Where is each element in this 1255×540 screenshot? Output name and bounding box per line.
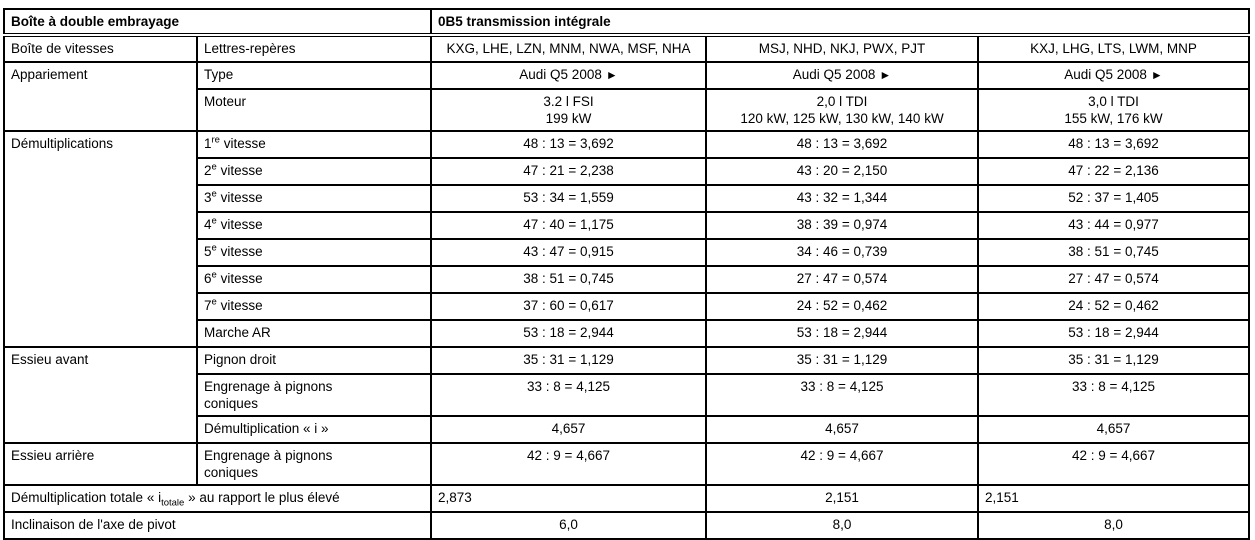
gearbox-label: Boîte de vitesses [3, 34, 198, 63]
ordinal-suffix: e [211, 242, 217, 254]
rear-axle-label: Essieu arrière [3, 442, 198, 486]
type-text: Audi Q5 2008 [792, 67, 876, 82]
gear-label: 5e vitesse [195, 238, 433, 267]
front-axle-value: 33 : 8 = 4,125 [430, 373, 708, 417]
front-axle-value: 35 : 31 = 1,129 [430, 346, 708, 375]
ordinal-suffix: e [211, 161, 217, 173]
gear-ratio-value: 43 : 32 = 1,344 [705, 184, 980, 213]
front-axle-value: 33 : 8 = 4,125 [705, 373, 980, 417]
ordinal-suffix: e [211, 269, 217, 281]
letter-codes-value-2: MSJ, NHD, NKJ, PWX, PJT [705, 34, 980, 63]
front-axle-row-label: Pignon droit [195, 346, 433, 375]
pivot-angle-value-1: 6,0 [430, 511, 708, 540]
gear-ratio-value: 52 : 37 = 1,405 [977, 184, 1251, 213]
gear-ratio-value: 53 : 34 = 1,559 [430, 184, 708, 213]
ordinal-suffix: re [211, 134, 220, 146]
gear-label: 4e vitesse [195, 211, 433, 240]
type-text: Audi Q5 2008 [1064, 67, 1147, 82]
engine-value-1: 3.2 l FSI 199 kW [430, 88, 708, 132]
front-axle-value: 35 : 31 = 1,129 [705, 346, 980, 375]
arrow-right-icon: ► [879, 68, 892, 82]
gear-ratio-value: 27 : 47 = 0,574 [705, 265, 980, 294]
gear-ratio-value: 53 : 18 = 2,944 [977, 319, 1251, 348]
front-axle-value: 35 : 31 = 1,129 [977, 346, 1251, 375]
rear-axle-row-label: Engrenage à pignons coniques [195, 442, 433, 486]
gear-label: 7e vitesse [195, 292, 433, 321]
front-axle-row-label: Engrenage à pignons coniques [195, 373, 433, 417]
engine-value-2: 2,0 l TDI 120 kW, 125 kW, 130 kW, 140 kW [705, 88, 980, 132]
gear-ratio-value: 43 : 44 = 0,977 [977, 211, 1251, 240]
rear-axle-value: 42 : 9 = 4,667 [705, 442, 980, 486]
gear-ratio-value: 24 : 52 = 0,462 [977, 292, 1251, 321]
ordinal-suffix: e [211, 215, 217, 227]
engine-line2: 155 kW, 176 kW [1064, 111, 1163, 126]
engine-label: Moteur [195, 88, 433, 132]
pivot-angle-value-2: 8,0 [705, 511, 980, 540]
gear-ratio-value: 37 : 60 = 0,617 [430, 292, 708, 321]
arrow-right-icon: ► [1150, 68, 1163, 82]
rear-axle-value: 42 : 9 = 4,667 [977, 442, 1251, 486]
gear-ratio-value: 34 : 46 = 0,739 [705, 238, 980, 267]
subscript-totale: totale [161, 497, 185, 509]
engine-line2: 199 kW [545, 111, 592, 126]
gear-ratio-value: 43 : 20 = 2,150 [705, 157, 980, 186]
gear-ratio-value: 47 : 40 = 1,175 [430, 211, 708, 240]
gear-ratio-value: 38 : 39 = 0,974 [705, 211, 980, 240]
gear-label: 6e vitesse [195, 265, 433, 294]
total-ratio-value-3: 2,151 [977, 484, 1251, 513]
pivot-angle-label: Inclinaison de l'axe de pivot [2, 511, 433, 540]
gear-ratio-value: 53 : 18 = 2,944 [430, 319, 708, 348]
gear-ratio-value: 47 : 22 = 2,136 [977, 157, 1251, 186]
engine-line1: 3.2 l FSI [543, 94, 594, 109]
total-ratio-value-2: 2,151 [705, 484, 980, 513]
gear-ratio-value: 38 : 51 = 0,745 [430, 265, 708, 294]
arrow-right-icon: ► [605, 68, 618, 82]
type-value-1: Audi Q5 2008 ► [430, 61, 708, 90]
transmission-spec-table: Boîte à double embrayage 0B5 transmissio… [2, 8, 1251, 540]
gear-label: 3e vitesse [195, 184, 433, 213]
gear-ratio-value: 38 : 51 = 0,745 [977, 238, 1251, 267]
gear-label-reverse: Marche AR [195, 319, 433, 348]
front-axle-value: 4,657 [430, 415, 708, 444]
type-value-2: Audi Q5 2008 ► [705, 61, 980, 90]
gear-ratio-value: 47 : 21 = 2,238 [430, 157, 708, 186]
table-title-right: 0B5 transmission intégrale [430, 8, 1251, 37]
gear-ratio-value: 48 : 13 = 3,692 [977, 130, 1251, 159]
gear-ratio-value: 48 : 13 = 3,692 [705, 130, 980, 159]
total-ratio-value-1: 2,873 [430, 484, 708, 513]
letter-codes-label: Lettres-repères [195, 34, 433, 63]
gear-ratio-value: 24 : 52 = 0,462 [705, 292, 980, 321]
gear-ratio-value: 48 : 13 = 3,692 [430, 130, 708, 159]
type-label: Type [195, 61, 433, 90]
gear-ratio-value: 27 : 47 = 0,574 [977, 265, 1251, 294]
ordinal-suffix: e [211, 188, 217, 200]
gear-label: 1re vitesse [195, 130, 433, 159]
front-axle-value: 4,657 [977, 415, 1251, 444]
type-text: Audi Q5 2008 [519, 67, 602, 82]
gear-label: 2e vitesse [195, 157, 433, 186]
pivot-angle-value-3: 8,0 [977, 511, 1251, 540]
total-ratio-label: Démultiplication totale « itotale » au r… [2, 484, 433, 513]
ordinal-suffix: e [211, 296, 217, 308]
engine-line1: 2,0 l TDI [816, 94, 868, 109]
table-title-left: Boîte à double embrayage [2, 8, 433, 37]
letter-codes-value-1: KXG, LHE, LZN, MNM, NWA, MSF, NHA [430, 34, 708, 63]
engine-line1: 3,0 l TDI [1088, 94, 1139, 109]
engine-line2: 120 kW, 125 kW, 130 kW, 140 kW [740, 111, 944, 126]
gear-ratio-value: 53 : 18 = 2,944 [705, 319, 980, 348]
letter-codes-value-3: KXJ, LHG, LTS, LWM, MNP [977, 34, 1251, 63]
gear-ratio-value: 43 : 47 = 0,915 [430, 238, 708, 267]
front-axle-value: 33 : 8 = 4,125 [977, 373, 1251, 417]
front-axle-value: 4,657 [705, 415, 980, 444]
front-axle-label: Essieu avant [3, 346, 198, 444]
engine-value-3: 3,0 l TDI 155 kW, 176 kW [977, 88, 1251, 132]
ratios-group-label: Démultiplications [3, 130, 198, 348]
rear-axle-value: 42 : 9 = 4,667 [430, 442, 708, 486]
pairing-label: Appariement [3, 61, 198, 132]
front-axle-row-label: Démultiplication « i » [195, 415, 433, 444]
type-value-3: Audi Q5 2008 ► [977, 61, 1251, 90]
